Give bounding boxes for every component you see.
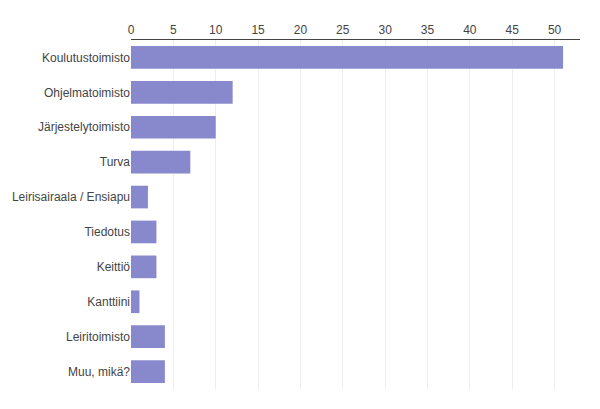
svg-text:30: 30 [378,23,392,37]
svg-text:0: 0 [128,23,135,37]
svg-text:Järjestelytoimisto: Järjestelytoimisto [38,120,130,134]
svg-text:5: 5 [170,23,177,37]
svg-text:Keittiö: Keittiö [97,260,131,274]
svg-text:25: 25 [336,23,350,37]
svg-text:20: 20 [294,23,308,37]
svg-text:Koulutustoimisto: Koulutustoimisto [42,51,130,65]
svg-text:10: 10 [209,23,223,37]
svg-text:45: 45 [506,23,520,37]
svg-text:40: 40 [463,23,477,37]
svg-text:Turva: Turva [100,155,131,169]
svg-text:15: 15 [251,23,265,37]
svg-text:Tiedotus: Tiedotus [84,225,130,239]
svg-text:50: 50 [548,23,562,37]
svg-text:35: 35 [421,23,435,37]
svg-text:Muu, mikä?: Muu, mikä? [68,365,130,379]
svg-text:Leirisairaala / Ensiapu: Leirisairaala / Ensiapu [12,190,130,204]
svg-text:Leiritoimisto: Leiritoimisto [66,330,130,344]
svg-text:Kanttiini: Kanttiini [87,295,130,309]
svg-text:Ohjelmatoimisto: Ohjelmatoimisto [44,86,130,100]
